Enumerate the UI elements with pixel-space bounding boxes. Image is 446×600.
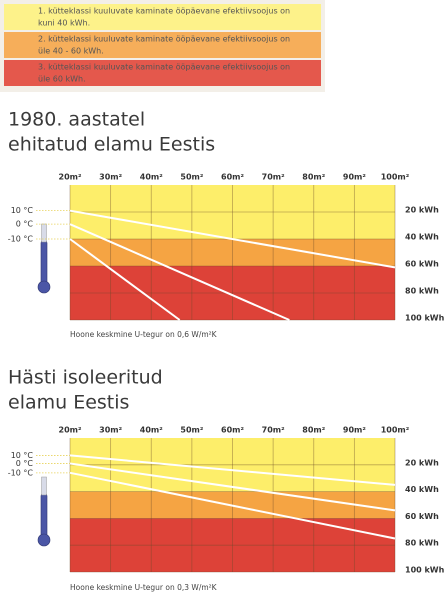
thermometer-bulb (37, 280, 51, 294)
x-tick-label: 90m² (343, 173, 366, 182)
x-tick-label: 30m² (99, 173, 122, 182)
legend-text: kuni 40 kWh. (38, 19, 90, 28)
thermometer-tube (40, 239, 48, 286)
series-line (69, 462, 396, 512)
panel-title: Hästi isoleeritud (8, 367, 163, 389)
color-band (70, 438, 395, 492)
y-tick-label: 40 kWh (405, 233, 439, 242)
temperature-label: -10 °C (8, 468, 34, 477)
legend-text: üle 40 - 60 kWh. (38, 47, 104, 56)
x-tick-label: 60m² (221, 426, 244, 435)
x-tick-label: 80m² (302, 426, 325, 435)
y-tick-label: 100 kWh (405, 314, 445, 323)
thermometer-tube (40, 492, 48, 539)
x-tick-label: 90m² (343, 426, 366, 435)
y-tick-label: 60 kWh (405, 260, 439, 269)
temperature-label: 0 °C (16, 220, 34, 229)
legend-text: üle 60 kWh. (38, 75, 86, 84)
y-tick-label: 20 kWh (405, 206, 439, 215)
legend-swatch (4, 60, 321, 86)
x-tick-label: 70m² (262, 426, 285, 435)
panel-title: 1980. aastatel (8, 109, 145, 131)
panel-title: ehitatud elamu Eestis (8, 134, 215, 156)
thermometer-bulb (37, 533, 51, 547)
color-band (70, 239, 395, 266)
x-tick-label: 100m² (381, 426, 410, 435)
legend-swatch (4, 4, 321, 30)
y-tick-label: 80 kWh (405, 287, 439, 296)
thermometer-top (41, 476, 47, 496)
color-band (70, 185, 395, 239)
temperature-label: 10 °C (11, 206, 34, 215)
x-tick-label: 100m² (381, 173, 410, 182)
legend-text: 3. kütteklassi kuuluvate kaminate ööpäev… (38, 63, 290, 72)
series-line (69, 471, 396, 540)
temperature-label: -10 °C (8, 235, 34, 244)
panel-title: elamu Eestis (8, 392, 129, 414)
x-tick-label: 40m² (140, 173, 163, 182)
x-tick-label: 20m² (59, 426, 82, 435)
series-line (69, 209, 396, 269)
legend-text: 2. kütteklassi kuuluvate kaminate ööpäev… (38, 35, 290, 44)
legend-swatch (4, 32, 321, 58)
x-tick-label: 60m² (221, 173, 244, 182)
x-tick-label: 20m² (59, 173, 82, 182)
series-line (69, 238, 181, 321)
temperature-label: 10 °C (11, 451, 34, 460)
x-tick-label: 70m² (262, 173, 285, 182)
x-tick-label: 80m² (302, 173, 325, 182)
x-tick-label: 30m² (99, 426, 122, 435)
temperature-label: 0 °C (16, 459, 34, 468)
x-tick-label: 40m² (140, 426, 163, 435)
thermometer-top (41, 223, 47, 243)
y-tick-label: 40 kWh (405, 485, 439, 494)
footnote: Hoone keskmine U-tegur on 0,6 W/m²K (70, 330, 218, 339)
legend-text: 1. kütteklassi kuuluvate kaminate ööpäev… (38, 7, 290, 16)
y-tick-label: 60 kWh (405, 512, 439, 521)
y-tick-label: 20 kWh (405, 458, 439, 467)
x-tick-label: 50m² (180, 426, 203, 435)
series-line (69, 223, 290, 321)
footnote: Hoone keskmine U-tegur on 0,3 W/m²K (70, 583, 218, 592)
y-tick-label: 100 kWh (405, 566, 445, 575)
x-tick-label: 50m² (180, 173, 203, 182)
y-tick-label: 80 kWh (405, 539, 439, 548)
color-band (70, 266, 395, 320)
series-line (69, 454, 396, 486)
